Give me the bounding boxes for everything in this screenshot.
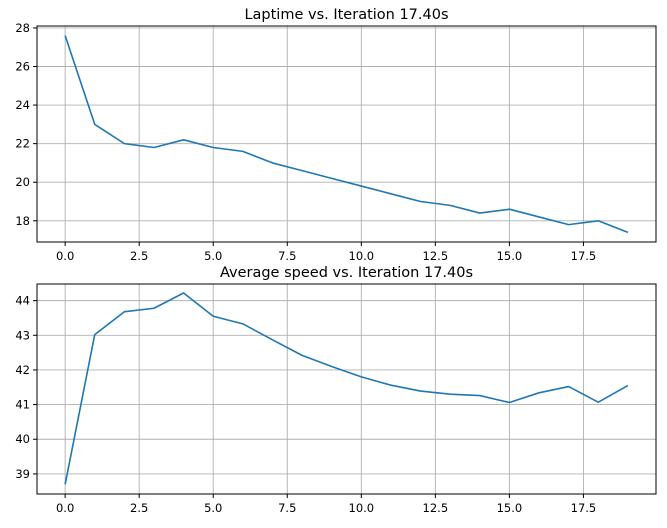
laptime-y-tick-label: 28 bbox=[15, 21, 30, 35]
average-speed-x-tick-label: 17.5 bbox=[571, 501, 597, 515]
average-speed-x-tick-label: 5.0 bbox=[204, 501, 222, 515]
laptime-y-tick-label: 18 bbox=[15, 214, 30, 228]
laptime-y-tick-label: 20 bbox=[15, 175, 30, 189]
laptime-x-tick-label: 7.5 bbox=[278, 249, 296, 263]
laptime-x-tick-label: 5.0 bbox=[204, 249, 222, 263]
average-speed-x-tick-label: 10.0 bbox=[349, 501, 375, 515]
laptime-x-tick-label: 0.0 bbox=[56, 249, 74, 263]
average-speed-y-tick-label: 42 bbox=[15, 363, 30, 377]
average-speed-x-tick-label: 0.0 bbox=[56, 501, 74, 515]
average-speed-chart: Average speed vs. Iteration 17.40s 0.0 2.… bbox=[15, 265, 657, 515]
average-speed-y-tick-label: 39 bbox=[15, 467, 30, 481]
laptime-y-tick-label: 26 bbox=[15, 60, 30, 74]
average-speed-y-tick-label: 40 bbox=[15, 432, 30, 446]
laptime-x-tick-label: 2.5 bbox=[130, 249, 148, 263]
laptime-y-tick-label: 24 bbox=[15, 98, 30, 112]
average-speed-x-tick-label: 2.5 bbox=[130, 501, 148, 515]
average-speed-y-tick-label: 41 bbox=[15, 398, 30, 412]
laptime-y-tick-label: 22 bbox=[15, 137, 30, 151]
average-speed-plot-frame bbox=[36, 283, 657, 495]
average-speed-y-tick-label: 44 bbox=[15, 294, 30, 308]
average-speed-chart-title: Average speed vs. Iteration 17.40s bbox=[220, 265, 473, 281]
average-speed-y-tick-label: 43 bbox=[15, 328, 30, 342]
laptime-plot-frame bbox=[36, 25, 657, 243]
average-speed-x-tick-label: 15.0 bbox=[497, 501, 523, 515]
laptime-x-tick-label: 10.0 bbox=[349, 249, 375, 263]
laptime-chart: Laptime vs. Iteration 17.40s 0.0 2.5 5.0 7.… bbox=[15, 7, 657, 263]
average-speed-series-line bbox=[64, 292, 629, 485]
average-speed-x-tick-label: 12.5 bbox=[423, 501, 449, 515]
laptime-x-tick-label: 15.0 bbox=[497, 249, 523, 263]
laptime-chart-title: Laptime vs. Iteration 17.40s bbox=[244, 7, 448, 23]
average-speed-x-tick-label: 7.5 bbox=[278, 501, 296, 515]
laptime-x-tick-label: 12.5 bbox=[423, 249, 449, 263]
laptime-series-line bbox=[64, 35, 629, 234]
laptime-x-tick-label: 17.5 bbox=[571, 249, 597, 263]
